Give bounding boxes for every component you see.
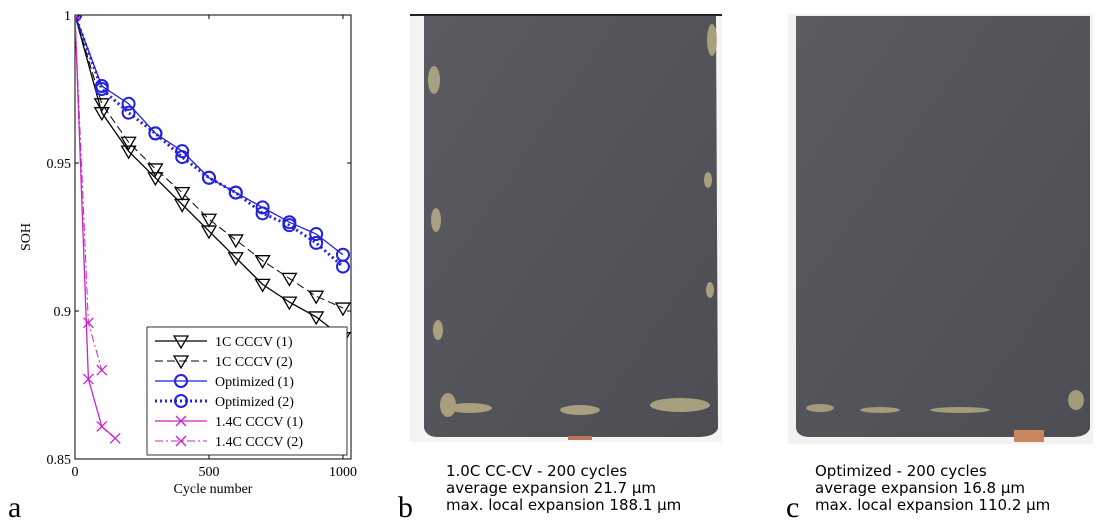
photo-b bbox=[410, 14, 722, 442]
legend-label: 1.4C CCCV (2) bbox=[215, 435, 303, 450]
x-tick-label: 1000 bbox=[329, 465, 357, 480]
y-tick-label: 0.95 bbox=[47, 157, 72, 172]
legend-label: 1C CCCV (1) bbox=[215, 335, 293, 350]
series-line bbox=[75, 15, 343, 267]
legend-label: 1C CCCV (2) bbox=[215, 355, 293, 370]
data-point bbox=[202, 214, 216, 226]
series-line bbox=[75, 15, 115, 438]
x-tick-label: 500 bbox=[198, 465, 219, 480]
series-line bbox=[75, 15, 343, 308]
y-tick-label: 0.9 bbox=[54, 305, 72, 320]
series-line bbox=[75, 15, 343, 338]
data-point bbox=[97, 365, 107, 375]
y-axis-label: SOH bbox=[19, 223, 34, 251]
photo-caption: max. local expansion 110.2 µm bbox=[815, 496, 1050, 514]
series-line bbox=[75, 15, 102, 370]
y-tick-label: 0.85 bbox=[47, 453, 72, 468]
panel-label: b bbox=[398, 491, 413, 523]
data-point bbox=[282, 273, 296, 285]
data-point bbox=[337, 249, 349, 261]
data-point bbox=[310, 237, 322, 249]
photo-caption: max. local expansion 188.1 µm bbox=[446, 496, 681, 514]
panel-label: c bbox=[786, 491, 799, 523]
photo-c bbox=[788, 14, 1093, 444]
data-point bbox=[110, 433, 120, 443]
photo-caption: 1.0C CC-CV - 200 cycles bbox=[446, 462, 627, 480]
data-point bbox=[123, 107, 135, 119]
legend-label: Optimized (1) bbox=[215, 375, 294, 390]
data-point bbox=[95, 99, 109, 111]
data-point bbox=[256, 279, 270, 291]
legend-label: 1.4C CCCV (1) bbox=[215, 415, 303, 430]
data-point bbox=[148, 164, 162, 176]
x-tick-label: 0 bbox=[72, 465, 79, 480]
data-point bbox=[337, 261, 349, 273]
x-axis-label: Cycle number bbox=[174, 482, 253, 497]
photo-caption: average expansion 21.7 µm bbox=[446, 479, 656, 497]
series-line bbox=[75, 15, 343, 255]
y-tick-label: 1 bbox=[64, 9, 71, 24]
legend-label: Optimized (2) bbox=[215, 395, 294, 410]
panel-label: a bbox=[8, 491, 21, 523]
photo-caption: average expansion 16.8 µm bbox=[815, 479, 1025, 497]
data-point bbox=[336, 303, 350, 315]
photo-caption: Optimized - 200 cycles bbox=[815, 462, 987, 480]
figure: b1.0C CC-CV - 200 cyclesaverage expansio… bbox=[0, 0, 1099, 523]
data-point bbox=[97, 421, 107, 431]
